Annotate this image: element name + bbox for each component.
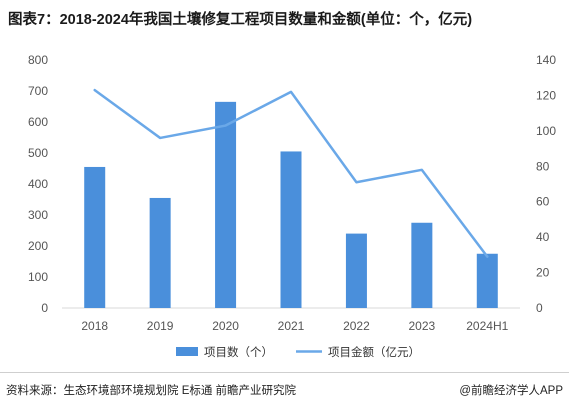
footer-divider <box>0 372 569 373</box>
legend-label-line: 项目金额（亿元） <box>328 345 420 359</box>
bar <box>149 197 171 308</box>
right-tick-label: 140 <box>536 53 556 67</box>
legend: 项目数（个） 项目金额（亿元） <box>176 345 420 359</box>
legend-swatch-bar <box>176 347 198 356</box>
footer: 资料来源：生态环境部环境规划院 E标通 前瞻产业研究院 @前瞻经济学人APP <box>6 382 563 402</box>
chart-title: 图表7：2018-2024年我国土壤修复工程项目数量和金额(单位：个，亿元) <box>8 12 473 28</box>
left-tick-label: 300 <box>28 208 48 222</box>
right-tick-label: 80 <box>536 159 550 173</box>
bar <box>215 101 237 308</box>
right-tick-label: 40 <box>536 230 550 244</box>
left-tick-label: 0 <box>41 301 48 315</box>
bar-series <box>84 101 498 308</box>
x-tick-label: 2021 <box>278 319 305 333</box>
bar <box>84 166 106 308</box>
bar <box>476 253 498 308</box>
left-axis: 0 100 200 300 400 500 600 700 800 <box>28 53 48 315</box>
right-tick-label: 20 <box>536 266 550 280</box>
left-tick-label: 400 <box>28 177 48 191</box>
x-tick-label: 2024H1 <box>466 319 508 333</box>
bar <box>345 233 367 308</box>
right-axis: 0 20 40 60 80 100 120 140 <box>536 53 556 315</box>
line-series <box>93 88 489 258</box>
right-tick-label: 60 <box>536 195 550 209</box>
x-axis: 2018 2019 2020 2021 2022 2023 2024H1 <box>81 319 508 333</box>
x-tick-label: 2022 <box>343 319 370 333</box>
bar <box>280 151 302 308</box>
x-tick-label: 2019 <box>147 319 174 333</box>
source-note: 资料来源：生态环境部环境规划院 E标通 前瞻产业研究院 <box>6 385 297 397</box>
right-tick-label: 0 <box>536 301 543 315</box>
left-tick-label: 800 <box>28 53 48 67</box>
combo-chart: 0 100 200 300 400 500 600 700 800 0 20 40 60 80 100 12… <box>28 53 556 359</box>
left-tick-label: 500 <box>28 146 48 160</box>
legend-label-bar: 项目数（个） <box>204 345 273 359</box>
credit-label: @前瞻经济学人APP <box>459 385 563 397</box>
x-tick-label: 2023 <box>409 319 436 333</box>
bar <box>411 222 433 308</box>
right-tick-label: 120 <box>536 88 556 102</box>
x-tick-label: 2020 <box>212 319 239 333</box>
x-tick-label: 2018 <box>81 319 108 333</box>
left-tick-label: 100 <box>28 270 48 284</box>
right-tick-label: 100 <box>536 124 556 138</box>
left-tick-label: 600 <box>28 115 48 129</box>
left-tick-label: 700 <box>28 84 48 98</box>
left-tick-label: 200 <box>28 239 48 253</box>
